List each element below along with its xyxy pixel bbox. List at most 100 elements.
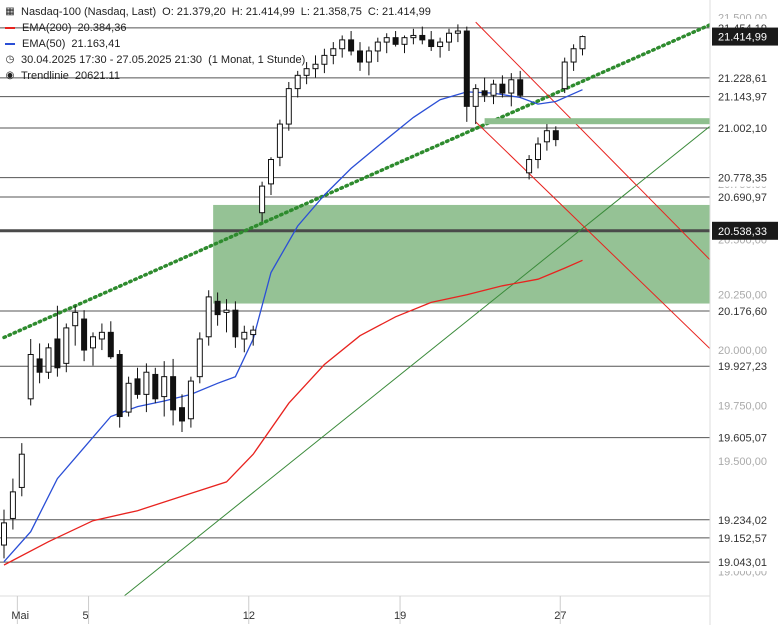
- x-tick-label: 19: [394, 610, 406, 622]
- candle-body: [472, 88, 479, 107]
- y-tick-label: 20.000,00: [718, 345, 767, 357]
- level-label-bg: [712, 553, 778, 572]
- candle-body: [392, 37, 399, 45]
- candle-body: [570, 48, 577, 63]
- ema50-value: 21.163,41: [71, 38, 121, 50]
- ema50-label: EMA(50): [22, 38, 66, 50]
- x-tick-label: Mai: [11, 610, 29, 622]
- x-tick-label: 27: [554, 610, 566, 622]
- candle-body: [552, 130, 559, 141]
- legend-instrument: ▦ Nasdaq-100 (Nasdaq, Last) O: 21.379,20…: [4, 4, 431, 20]
- trendline-value: 20621.11: [74, 70, 120, 82]
- candle-body: [18, 453, 25, 488]
- candle-body: [490, 83, 497, 96]
- level-label-bg: [712, 119, 778, 138]
- level-label: 21.143,97: [718, 92, 767, 104]
- candle-body: [27, 353, 34, 400]
- candle-body: [383, 37, 390, 43]
- candle-body: [81, 318, 88, 351]
- x-tick-label: 5: [83, 610, 89, 622]
- candle-body: [241, 331, 248, 340]
- candle-body: [561, 61, 568, 90]
- candle-body: [63, 327, 70, 364]
- clock-icon: ◷: [5, 54, 15, 65]
- level-label: 19.152,57: [718, 533, 767, 545]
- candle-body: [365, 50, 372, 63]
- legend-ema200: EMA(200) 20.384,36: [4, 20, 431, 36]
- legend-trendline: ◉ Trendlinie 20621.11: [4, 68, 431, 84]
- ohlc-high: H: 21.414,99: [231, 6, 295, 18]
- level-badge-label: 20.538,33: [718, 226, 767, 238]
- dotted-trendline: [2, 22, 710, 340]
- candle-body: [543, 130, 550, 143]
- period-range: 30.04.2025 17:30 - 27.05.2025 21:30: [21, 54, 203, 66]
- candle-body: [454, 30, 461, 34]
- candle-body: [268, 159, 274, 185]
- x-tick-label: 12: [243, 610, 255, 622]
- level-label-bg: [712, 187, 778, 206]
- level-label: 19.927,23: [718, 361, 767, 373]
- ema200-line: [3, 259, 583, 566]
- candle-body: [481, 90, 488, 96]
- candle-body: [134, 378, 141, 395]
- level-label-bg: [712, 510, 778, 529]
- candle-body: [526, 159, 533, 174]
- level-label: 19.043,01: [718, 557, 767, 569]
- y-tick-label: 19.500,00: [718, 456, 767, 468]
- channel-lower-line: [475, 121, 710, 350]
- level-label-bg: [712, 168, 778, 187]
- y-tick-label: 19.750,00: [718, 400, 767, 412]
- candle-body: [125, 382, 132, 413]
- candle-body: [214, 300, 221, 316]
- candle-body: [170, 376, 177, 411]
- candle-body: [54, 338, 61, 369]
- candle-body: [312, 63, 319, 70]
- candle-body: [223, 309, 230, 313]
- candle-body: [499, 83, 506, 94]
- support-zone: [213, 204, 710, 304]
- channel-upper-line: [475, 21, 710, 261]
- ema200-value: 20.384,36: [77, 22, 127, 34]
- chart-legend: ▦ Nasdaq-100 (Nasdaq, Last) O: 21.379,20…: [4, 4, 431, 84]
- candle-body: [330, 48, 337, 56]
- candle-body: [143, 371, 150, 395]
- candle-body: [374, 41, 381, 52]
- candle-body: [205, 296, 212, 338]
- candle-body: [250, 329, 257, 336]
- ohlc-low: L: 21.358,75: [300, 6, 362, 18]
- candle-body: [419, 34, 426, 41]
- ohlc-open: O: 21.379,20: [162, 6, 226, 18]
- level-label: 19.605,07: [718, 433, 767, 445]
- candle-body: [152, 373, 159, 400]
- last-price-label: 21.414,99: [718, 32, 767, 44]
- candle-body: [36, 358, 43, 373]
- candle-body: [1, 522, 7, 546]
- candle-body: [348, 39, 355, 52]
- level-label-bg: [712, 428, 778, 447]
- candle-body: [339, 39, 346, 50]
- candle-body: [294, 74, 301, 90]
- candle-body: [410, 34, 417, 39]
- candle-body: [98, 331, 105, 340]
- instrument-title: Nasdaq-100 (Nasdaq, Last): [21, 6, 157, 18]
- level-label-bg: [712, 68, 778, 87]
- candle-body: [107, 331, 114, 358]
- dot-icon: ◉: [5, 70, 15, 81]
- level-label: 20.176,60: [718, 306, 767, 318]
- candle-body: [72, 311, 79, 327]
- last-price-badge-bg: [712, 27, 778, 46]
- level-badge-bg: [712, 221, 778, 240]
- level-label: 21.002,10: [718, 123, 767, 135]
- trendline-label: Trendlinie: [21, 70, 69, 82]
- candle-body: [9, 491, 16, 519]
- candle-body: [179, 407, 185, 422]
- green-trendline: [123, 125, 710, 596]
- plot-area: [0, 21, 710, 596]
- candle-body: [437, 41, 444, 48]
- candle-body: [428, 39, 435, 48]
- candle-body: [116, 353, 123, 418]
- candle-body: [276, 123, 283, 158]
- ema50-line: [3, 89, 583, 563]
- candle-body: [401, 37, 408, 45]
